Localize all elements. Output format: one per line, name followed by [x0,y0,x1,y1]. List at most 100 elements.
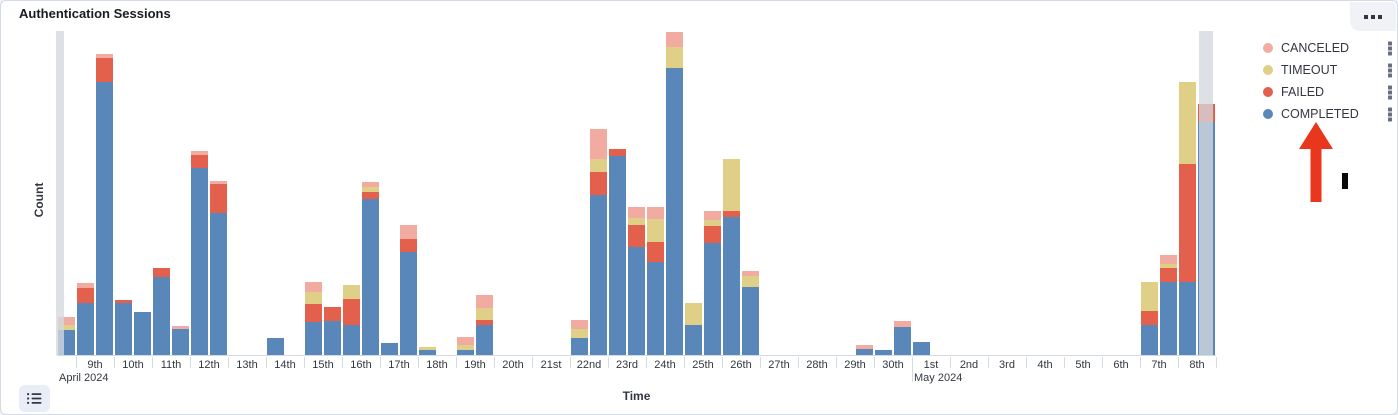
bar-segment-failed[interactable] [723,211,740,217]
boxes-vertical-icon[interactable] [1385,63,1395,78]
bar-segment-timeout[interactable] [419,347,436,350]
stacked-bar[interactable] [77,283,94,355]
bar-segment-completed[interactable] [77,303,94,355]
stacked-bar[interactable] [305,282,322,355]
stacked-bar[interactable] [115,300,132,355]
bar-segment-completed[interactable] [191,168,208,355]
bar-segment-timeout[interactable] [1141,282,1158,311]
bar-segment-timeout[interactable] [723,159,740,211]
bar-segment-failed[interactable] [1141,311,1158,325]
stacked-bar[interactable] [894,321,911,355]
legend-item-failed[interactable]: FAILED [1263,81,1395,103]
bar-segment-completed[interactable] [96,82,113,355]
bar-segment-canceled[interactable] [666,32,683,47]
bar-segment-completed[interactable] [134,312,151,355]
bar-segment-completed[interactable] [210,213,227,355]
bar-segment-completed[interactable] [856,349,873,355]
boxes-vertical-icon[interactable] [1385,41,1395,56]
stacked-bar[interactable] [400,225,417,355]
bar-segment-timeout[interactable] [58,325,75,330]
bar-segment-failed[interactable] [647,242,664,262]
bar-segment-timeout[interactable] [305,292,322,304]
bar-segment-timeout[interactable] [362,187,379,192]
bar-segment-canceled[interactable] [58,317,75,325]
bar-segment-canceled[interactable] [742,271,759,276]
bar-segment-completed[interactable] [875,350,892,355]
bar-segment-completed[interactable] [704,243,721,355]
bar-segment-failed[interactable] [77,288,94,303]
legend-item-completed[interactable]: COMPLETED [1263,103,1395,125]
stacked-bar[interactable] [647,207,664,355]
bar-segment-failed[interactable] [153,268,170,277]
legend-toggle-button[interactable] [19,385,50,412]
stacked-bar[interactable] [856,345,873,355]
bar-segment-timeout[interactable] [343,285,360,299]
bar-segment-completed[interactable] [609,156,626,355]
stacked-bar[interactable] [324,307,341,355]
bar-segment-completed[interactable] [628,247,645,355]
bar-segment-completed[interactable] [685,325,702,355]
bar-segment-failed[interactable] [343,299,360,325]
bar-segment-completed[interactable] [153,277,170,355]
bar-segment-canceled[interactable] [191,151,208,155]
bar-segment-completed[interactable] [1179,282,1196,355]
bar-segment-failed[interactable] [609,149,626,156]
bar-segment-timeout[interactable] [685,303,702,325]
bar-segment-canceled[interactable] [856,345,873,349]
stacked-bar[interactable] [571,320,588,355]
bar-segment-completed[interactable] [590,195,607,355]
bar-segment-failed[interactable] [324,307,341,321]
bar-segment-timeout[interactable] [590,159,607,172]
bar-segment-canceled[interactable] [96,54,113,58]
stacked-bar[interactable] [666,32,683,355]
bar-segment-failed[interactable] [305,304,322,322]
stacked-bar[interactable] [476,295,493,355]
stacked-bar[interactable] [590,129,607,355]
bar-segment-failed[interactable] [476,320,493,325]
bar-segment-completed[interactable] [305,322,322,355]
stacked-bar[interactable] [134,312,151,355]
stacked-bar[interactable] [210,181,227,355]
boxes-vertical-icon[interactable] [1385,107,1395,122]
bar-segment-timeout[interactable] [666,47,683,68]
bar-segment-completed[interactable] [267,338,284,355]
bar-segment-completed[interactable] [647,262,664,355]
stacked-bar[interactable] [153,268,170,355]
bar-segment-timeout[interactable] [571,329,588,338]
bar-segment-canceled[interactable] [457,337,474,345]
bar-segment-completed[interactable] [476,325,493,355]
legend-item-timeout[interactable]: TIMEOUT [1263,59,1395,81]
bar-segment-canceled[interactable] [305,282,322,292]
bar-segment-failed[interactable] [628,225,645,247]
legend-label[interactable]: CANCELED [1281,41,1350,55]
stacked-bar[interactable] [685,303,702,355]
bar-segment-completed[interactable] [1160,282,1177,355]
bar-segment-canceled[interactable] [590,129,607,159]
legend-label[interactable]: COMPLETED [1281,107,1359,121]
bar-segment-failed[interactable] [704,226,721,243]
stacked-bar[interactable] [172,326,189,355]
bar-segment-failed[interactable] [590,172,607,195]
bar-segment-timeout[interactable] [476,308,493,320]
bar-segment-completed[interactable] [742,287,759,355]
bar-segment-completed[interactable] [419,350,436,355]
bar-segment-canceled[interactable] [172,326,189,329]
bar-segment-canceled[interactable] [628,207,645,218]
bar-segment-timeout[interactable] [1160,264,1177,268]
boxes-vertical-icon[interactable] [1385,85,1395,100]
stacked-bar[interactable] [742,271,759,355]
bar-segment-completed[interactable] [913,342,930,355]
bar-segment-completed[interactable] [324,321,341,355]
stacked-bar[interactable] [267,338,284,355]
bar-segment-failed[interactable] [400,239,417,252]
stacked-bar[interactable] [704,211,721,355]
legend-label[interactable]: FAILED [1281,85,1325,99]
bar-segment-failed[interactable] [1160,268,1177,282]
legend-label[interactable]: TIMEOUT [1281,63,1338,77]
bar-segment-canceled[interactable] [1160,255,1177,264]
stacked-bar[interactable] [381,343,398,355]
bar-segment-canceled[interactable] [894,321,911,327]
bar-segment-canceled[interactable] [400,225,417,239]
bar-segment-failed[interactable] [1179,164,1196,282]
bar-segment-canceled[interactable] [571,320,588,329]
